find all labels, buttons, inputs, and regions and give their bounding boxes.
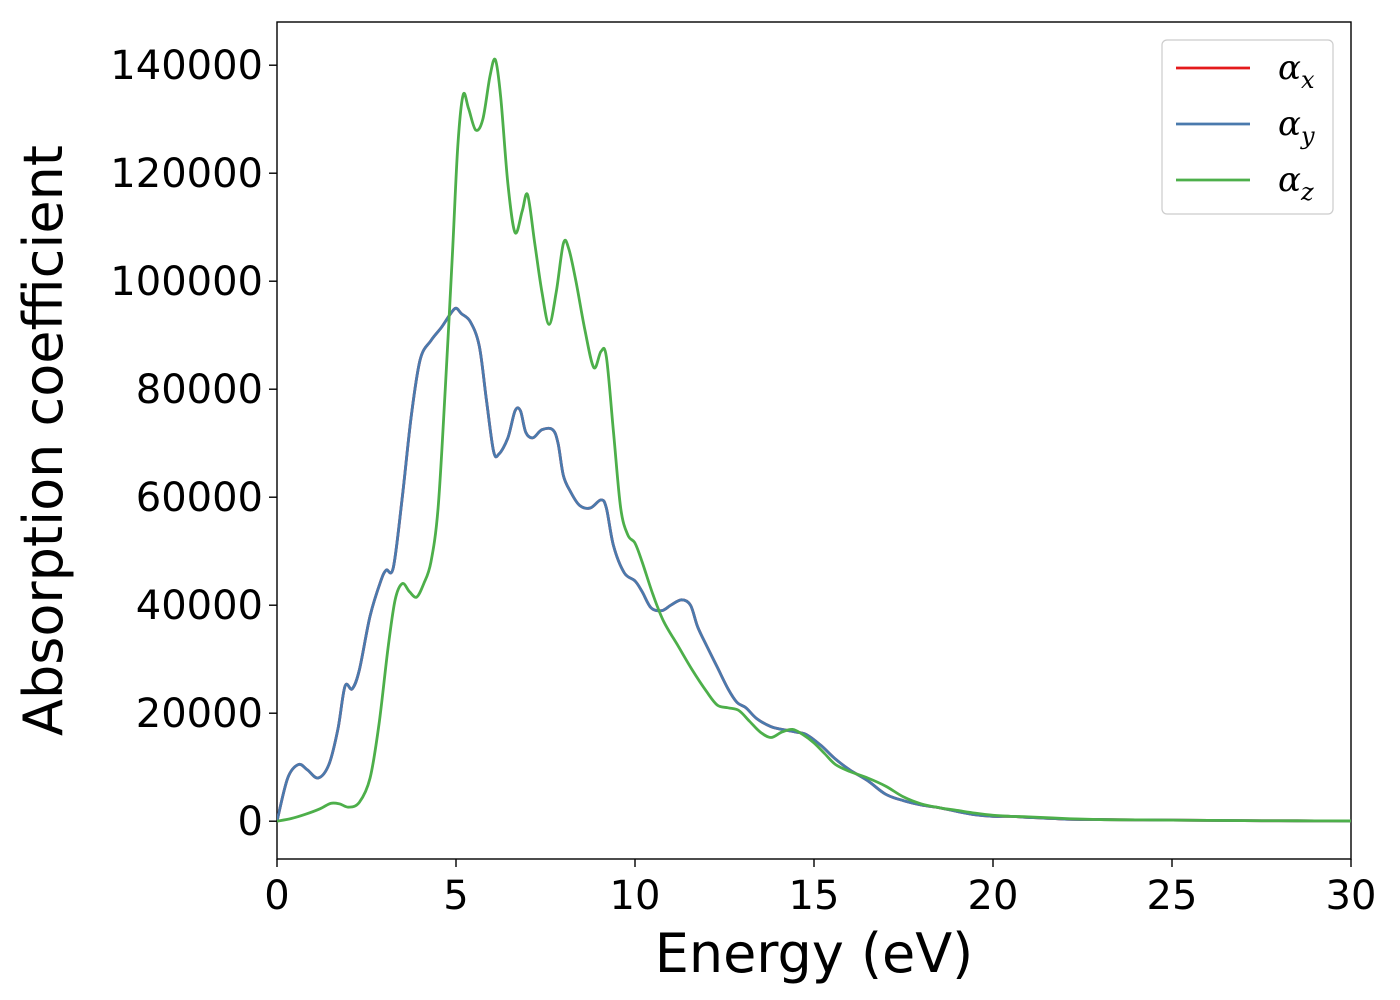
x-tick-label: 10 xyxy=(610,873,661,919)
y-tick-label: 60000 xyxy=(136,475,263,521)
x-tick-label: 25 xyxy=(1147,873,1198,919)
legend-label: αy xyxy=(1278,104,1315,150)
series-layer xyxy=(277,57,1351,823)
legend: αx αy αz xyxy=(1161,39,1334,215)
y-axis-label: Absorption coefficient xyxy=(12,145,75,736)
legend-label: αx xyxy=(1278,48,1315,94)
legend-items: αx αy αz xyxy=(1176,48,1315,206)
x-axis-ticks: 0 5 10 15 20 25 30 xyxy=(264,859,1376,919)
y-tick-label: 80000 xyxy=(136,367,263,413)
x-tick-label: 30 xyxy=(1326,873,1377,919)
x-axis-label: Energy (eV) xyxy=(655,922,974,985)
legend-item-α-x: αx xyxy=(1176,48,1315,94)
legend-item-α-z: αz xyxy=(1176,160,1314,206)
x-tick-label: 0 xyxy=(264,873,289,919)
y-tick-label: 0 xyxy=(238,799,263,845)
y-tick-label: 40000 xyxy=(136,583,263,629)
y-axis-ticks: 0 20000 40000 60000 80000 100000 120000 140000 xyxy=(110,43,277,845)
legend-label: αz xyxy=(1278,160,1314,206)
y-tick-label: 20000 xyxy=(136,691,263,737)
series-line-α-z xyxy=(277,57,1351,823)
legend-box xyxy=(1161,39,1334,215)
legend-item-α-y: αy xyxy=(1176,104,1315,150)
y-tick-label: 120000 xyxy=(110,151,263,197)
x-tick-label: 15 xyxy=(789,873,840,919)
x-tick-label: 20 xyxy=(968,873,1019,919)
x-tick-label: 5 xyxy=(443,873,468,919)
y-tick-label: 140000 xyxy=(110,43,263,89)
y-tick-label: 100000 xyxy=(110,259,263,305)
